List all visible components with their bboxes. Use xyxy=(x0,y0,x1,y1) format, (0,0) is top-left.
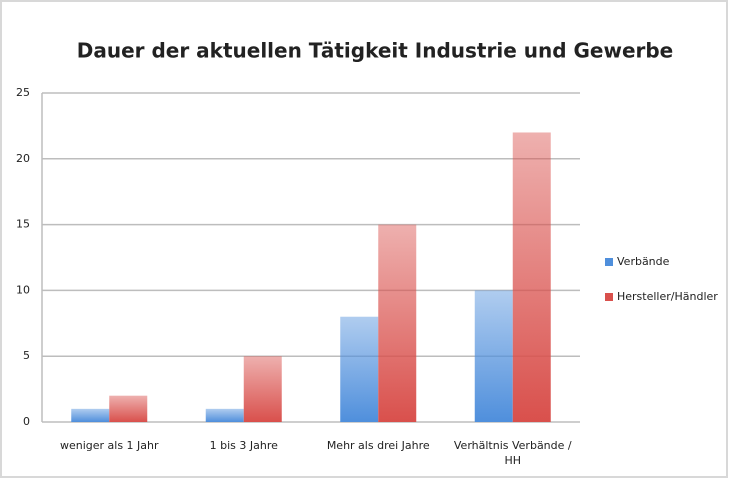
legend-swatch xyxy=(605,293,613,301)
bar xyxy=(340,316,379,422)
legend-swatch xyxy=(605,258,613,266)
x-tick-label: 1 bis 3 Jahre xyxy=(209,439,278,452)
legend-label: Verbände xyxy=(617,255,670,268)
bar xyxy=(378,224,417,422)
y-tick-label: 20 xyxy=(16,152,30,165)
bar xyxy=(71,408,110,422)
bar xyxy=(474,290,513,422)
x-tick-label: Mehr als drei Jahre xyxy=(326,439,430,452)
y-tick-label: 5 xyxy=(23,349,30,362)
legend-label: Hersteller/Händler xyxy=(617,290,718,303)
y-tick-label: 10 xyxy=(16,283,30,296)
bar xyxy=(109,395,148,422)
bar xyxy=(243,356,282,422)
x-tick-label: weniger als 1 Jahr xyxy=(59,439,159,452)
bar xyxy=(205,408,244,422)
y-tick-label: 0 xyxy=(23,415,30,428)
y-tick-label: 15 xyxy=(16,218,30,231)
bar xyxy=(512,132,551,423)
chart-title: Dauer der aktuellen Tätigkeit Industrie … xyxy=(77,39,674,63)
y-tick-label: 25 xyxy=(16,86,30,99)
x-tick-label: Verhältnis Verbände / HH xyxy=(453,439,572,467)
